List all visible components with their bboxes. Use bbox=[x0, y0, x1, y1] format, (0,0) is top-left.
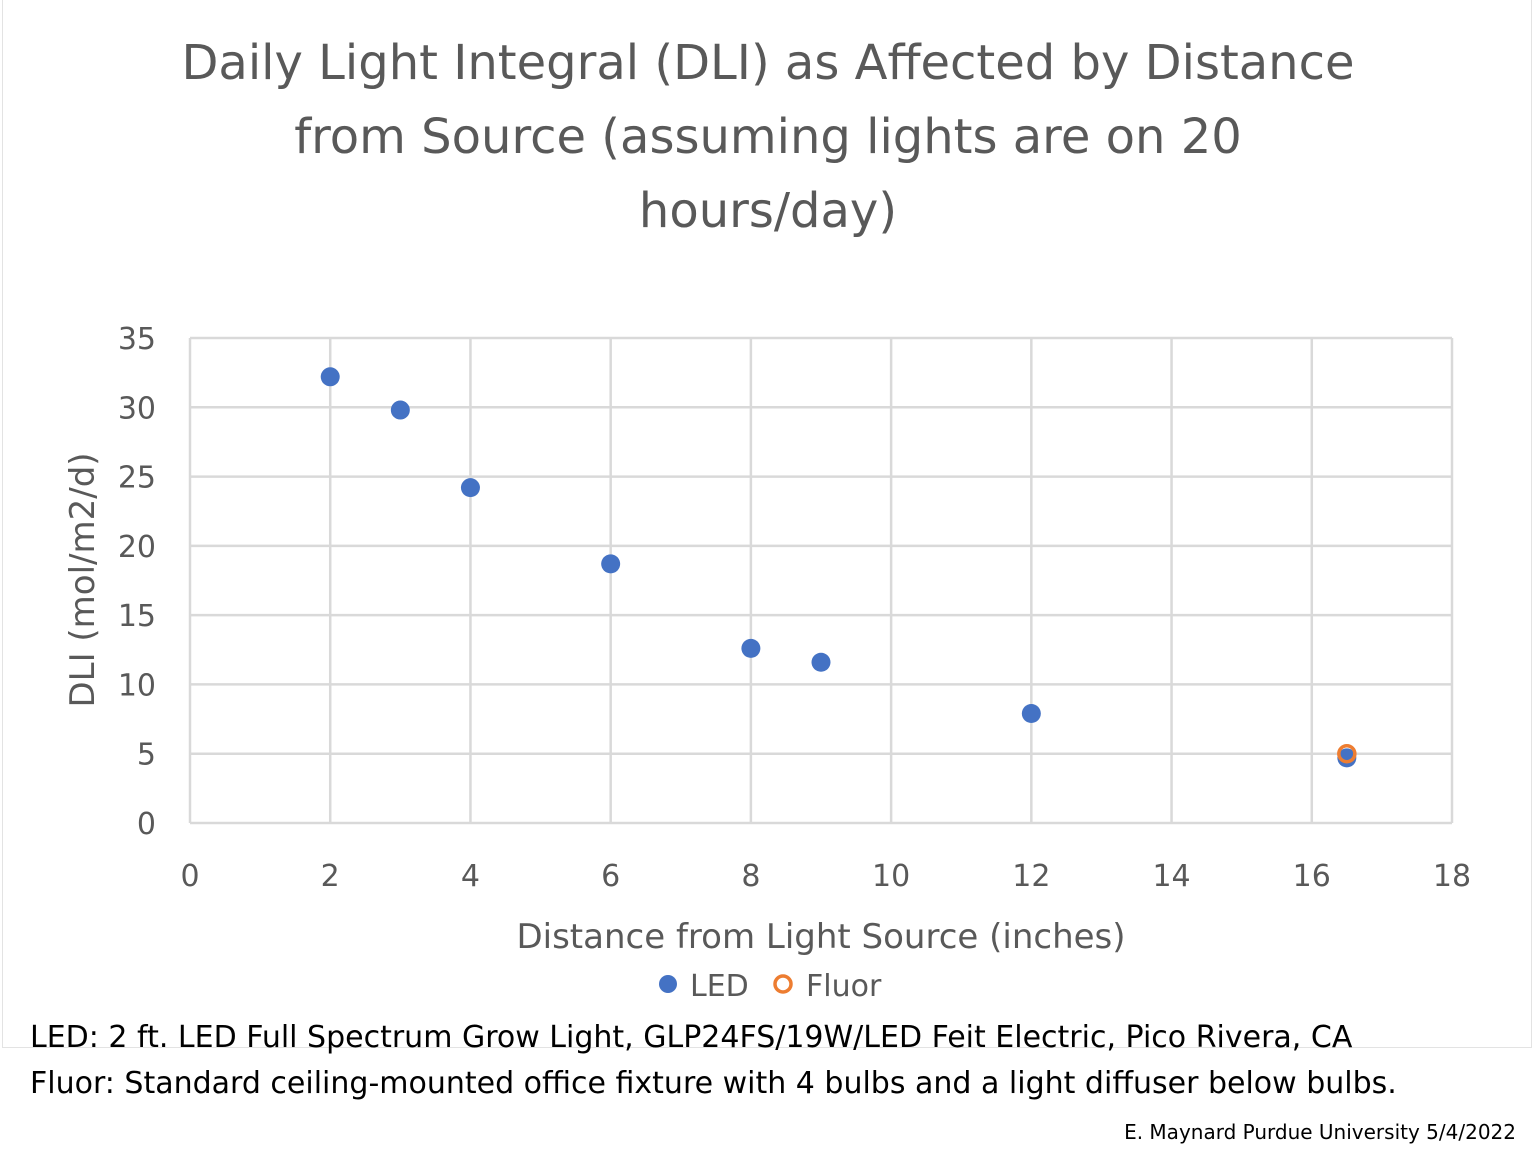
legend-fluor-label: Fluor bbox=[806, 969, 882, 1004]
legend-fluor-marker bbox=[773, 974, 793, 994]
led-point bbox=[320, 367, 340, 387]
led-point bbox=[601, 554, 621, 574]
x-tick-label: 14 bbox=[1152, 859, 1190, 894]
led-point bbox=[1021, 704, 1041, 724]
x-tick-label: 10 bbox=[872, 859, 910, 894]
y-tick-label: 0 bbox=[137, 807, 156, 842]
y-tick-label: 5 bbox=[137, 738, 156, 773]
note-fluor: Fluor: Standard ceiling-mounted office f… bbox=[30, 1066, 1397, 1101]
y-axis-label: DLI (mol/m2/d) bbox=[63, 452, 103, 707]
y-tick-label: 35 bbox=[118, 322, 156, 357]
led-point bbox=[390, 400, 410, 420]
chart-title-line: hours/day) bbox=[638, 183, 898, 239]
legend-led-marker bbox=[659, 975, 677, 993]
note-led: LED: 2 ft. LED Full Spectrum Grow Light,… bbox=[30, 1020, 1353, 1055]
chart-title-line: Daily Light Integral (DLI) as Affected b… bbox=[181, 35, 1355, 91]
x-tick-label: 2 bbox=[321, 859, 340, 894]
x-tick-label: 12 bbox=[1012, 859, 1050, 894]
y-tick-label: 30 bbox=[118, 391, 156, 426]
y-tick-label: 25 bbox=[118, 461, 156, 496]
y-tick-label: 15 bbox=[118, 599, 156, 634]
led-point bbox=[741, 638, 761, 658]
x-axis-label: Distance from Light Source (inches) bbox=[516, 917, 1125, 957]
x-tick-label: 18 bbox=[1433, 859, 1471, 894]
led-point bbox=[1337, 748, 1357, 768]
x-tick-label: 4 bbox=[461, 859, 480, 894]
x-tick-label: 6 bbox=[601, 859, 620, 894]
x-tick-label: 0 bbox=[180, 859, 199, 894]
chart-title-line: from Source (assuming lights are on 20 bbox=[294, 109, 1242, 165]
legend: LED Fluor bbox=[659, 969, 882, 1004]
led-point bbox=[460, 478, 480, 498]
x-tick-label: 16 bbox=[1293, 859, 1331, 894]
fluor-point bbox=[1337, 743, 1357, 764]
credit: E. Maynard Purdue University 5/4/2022 bbox=[1124, 1120, 1516, 1144]
x-tick-label: 8 bbox=[741, 859, 760, 894]
chart-title: Daily Light Integral (DLI) as Affected b… bbox=[0, 26, 1536, 248]
led-point bbox=[811, 652, 831, 672]
legend-led-label: LED bbox=[690, 969, 749, 1004]
y-tick-label: 20 bbox=[118, 530, 156, 565]
y-tick-label: 10 bbox=[118, 668, 156, 703]
chart-area bbox=[2, 0, 1532, 1048]
